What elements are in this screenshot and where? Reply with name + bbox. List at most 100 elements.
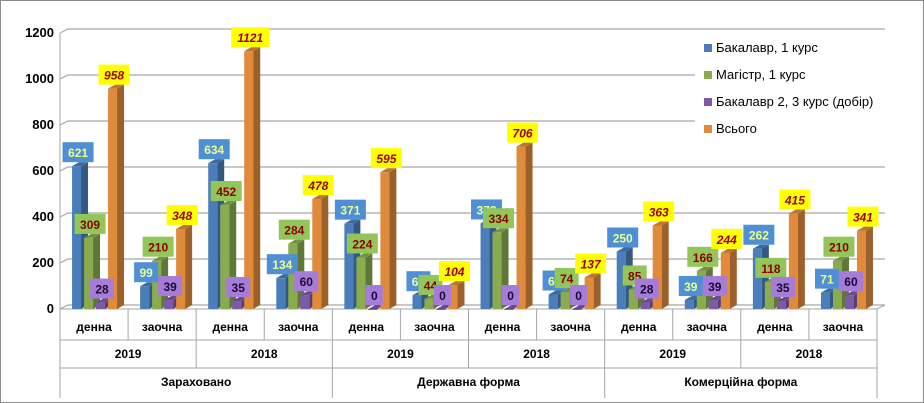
category-label: заочна — [823, 320, 864, 334]
data-label: 0 — [507, 289, 514, 303]
data-label-bg — [847, 206, 879, 227]
bar-top — [856, 226, 873, 231]
bar-top — [244, 47, 261, 52]
data-label-bg — [134, 262, 159, 283]
legend — [695, 36, 910, 156]
bar-side — [593, 273, 601, 309]
bar-front — [108, 88, 118, 309]
bar-top — [84, 233, 101, 238]
data-label-bg — [483, 208, 515, 229]
bar-front — [584, 277, 594, 309]
data-label: 0 — [439, 289, 446, 303]
data-label-bg — [210, 181, 242, 202]
data-label-bg — [570, 285, 588, 305]
year-label: 2018 — [251, 347, 278, 361]
data-label: 60 — [844, 275, 858, 289]
bar-3 — [244, 47, 261, 310]
data-label-bg — [142, 236, 174, 257]
y-tick-label: 1200 — [25, 25, 54, 40]
bar-top — [492, 228, 509, 233]
y-tick-label: 400 — [32, 209, 54, 224]
data-label: 0 — [371, 289, 378, 303]
data-label: 166 — [693, 251, 713, 265]
data-label-bg — [838, 271, 863, 292]
legend-entry: Бакалавр, 1 курс — [716, 40, 818, 55]
bar-front — [448, 285, 458, 309]
year-label: 2019 — [659, 347, 686, 361]
data-label: 706 — [513, 127, 533, 141]
bar-3 — [788, 209, 805, 309]
data-label-bg — [62, 142, 94, 163]
legend-swatch — [704, 125, 712, 133]
bar-front — [232, 300, 242, 309]
bar-front — [708, 300, 718, 309]
data-label-bg — [278, 219, 310, 240]
data-label-bg — [370, 148, 402, 169]
category-label: денна — [212, 320, 248, 334]
legend-swatch — [704, 71, 712, 79]
data-label-bg — [98, 64, 130, 85]
data-label: 634 — [204, 143, 224, 157]
data-label-bg — [554, 267, 579, 288]
data-label: 118 — [761, 262, 781, 276]
data-label: 137 — [581, 257, 602, 271]
bar-3 — [856, 226, 873, 309]
bar-top — [380, 168, 397, 173]
data-label-bg — [502, 285, 520, 305]
bar-top — [832, 256, 849, 261]
data-label-bg — [334, 199, 366, 220]
data-label: 595 — [376, 152, 396, 166]
bar-front — [84, 237, 94, 309]
data-label: 0 — [575, 289, 582, 303]
y-tick-label: 600 — [32, 163, 54, 178]
data-label-bg — [814, 268, 839, 289]
legend-entry: Бакалавр 2, 3 курс (добір) — [716, 94, 873, 109]
bar-top — [312, 195, 329, 200]
year-label: 2018 — [796, 347, 823, 361]
category-label: заочна — [278, 320, 319, 334]
bar-front — [424, 298, 434, 309]
bar-front — [344, 223, 354, 309]
data-label: 28 — [95, 283, 109, 297]
bar-3 — [380, 168, 397, 309]
bar-top — [652, 221, 669, 226]
data-label: 74 — [560, 272, 574, 286]
data-label: 958 — [104, 69, 124, 83]
data-label: 284 — [284, 224, 304, 238]
legend-swatch — [704, 98, 712, 106]
bar-3 — [312, 195, 329, 309]
bar-side — [253, 47, 261, 310]
data-label-bg — [158, 276, 183, 297]
data-label: 348 — [172, 209, 192, 223]
bar-front — [764, 281, 774, 309]
data-label-bg — [438, 261, 470, 282]
bar-front — [684, 300, 694, 309]
bar-front — [572, 309, 582, 310]
legend-swatch — [704, 44, 712, 52]
bar-front — [164, 300, 174, 309]
data-label: 71 — [820, 273, 834, 287]
data-label-bg — [575, 253, 607, 274]
bar-side — [457, 281, 465, 309]
bar-3 — [448, 281, 465, 309]
data-label: 134 — [272, 258, 292, 272]
bar-top — [208, 159, 225, 164]
bar-front — [616, 251, 626, 309]
bar-front — [776, 300, 786, 309]
bar-top — [516, 142, 533, 147]
bar-side — [525, 142, 533, 309]
bar-front — [208, 163, 218, 309]
bar-front — [412, 295, 422, 309]
data-label: 210 — [829, 241, 849, 255]
data-label-bg — [755, 257, 787, 278]
bar-front — [504, 309, 514, 310]
category-label: заочна — [550, 320, 591, 334]
bar-front — [628, 289, 638, 309]
bar-top — [752, 244, 769, 249]
group-label: Зараховано — [161, 375, 231, 389]
bar-top — [448, 281, 465, 286]
bar-top — [152, 256, 169, 261]
data-label-bg — [743, 224, 775, 245]
data-label: 363 — [649, 206, 669, 220]
data-label-bg — [711, 228, 743, 249]
